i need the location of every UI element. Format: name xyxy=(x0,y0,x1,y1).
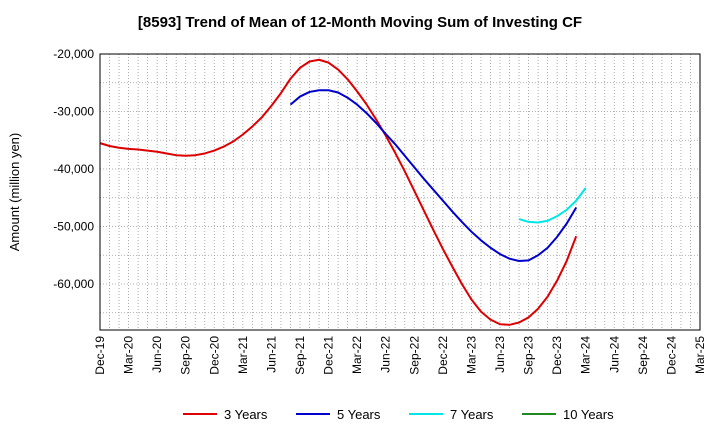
x-tick-label: Mar-23 xyxy=(464,336,478,374)
x-tick-label: Mar-24 xyxy=(579,336,593,374)
x-tick-label: Sep-20 xyxy=(179,336,193,375)
legend-label: 7 Years xyxy=(450,407,494,422)
x-tick-label: Jun-21 xyxy=(264,336,278,373)
x-tick-label: Dec-20 xyxy=(207,336,221,375)
series-line-7-years xyxy=(518,187,587,224)
y-tick-label: -60,000 xyxy=(53,277,94,291)
legend-label: 10 Years xyxy=(563,407,614,422)
x-tick-label: Mar-22 xyxy=(350,336,364,374)
chart-title: [8593] Trend of Mean of 12-Month Moving … xyxy=(138,14,582,31)
y-tick-label: -30,000 xyxy=(53,105,94,119)
grid-lines xyxy=(100,54,700,330)
y-tick-label: -50,000 xyxy=(53,220,94,234)
x-tick-label: Sep-23 xyxy=(522,336,536,375)
x-tick-label: Sep-24 xyxy=(636,336,650,375)
legend-label: 5 Years xyxy=(337,407,381,422)
x-tick-label: Dec-19 xyxy=(93,336,107,375)
series-lines xyxy=(99,58,587,326)
x-axis-ticks: Dec-19 Mar-20 Jun-20 Sep-20 Dec-20 Mar-21 Jun-… xyxy=(93,336,707,375)
x-tick-label: Sep-21 xyxy=(293,336,307,375)
plot-area xyxy=(100,54,700,330)
x-tick-label: Dec-23 xyxy=(550,336,564,375)
x-tick-label: Dec-24 xyxy=(664,336,678,375)
x-tick-label: Dec-22 xyxy=(436,336,450,375)
series-line-3-years xyxy=(99,58,578,326)
y-tick-label: -20,000 xyxy=(53,47,94,61)
x-tick-label: Mar-21 xyxy=(236,336,250,374)
x-tick-label: Mar-25 xyxy=(693,336,707,374)
legend-label: 3 Years xyxy=(224,407,268,422)
x-tick-label: Dec-21 xyxy=(322,336,336,375)
series-line-5-years xyxy=(289,89,578,262)
x-tick-label: Jun-22 xyxy=(379,336,393,373)
x-tick-label: Jun-23 xyxy=(493,336,507,373)
x-tick-label: Sep-22 xyxy=(407,336,421,375)
x-tick-label: Jun-24 xyxy=(607,336,621,373)
plot-frame xyxy=(99,53,701,331)
y-axis-label: Amount (million yen) xyxy=(7,133,22,252)
y-tick-label: -40,000 xyxy=(53,162,94,176)
x-tick-label: Jun-20 xyxy=(150,336,164,373)
x-tick-label: Mar-20 xyxy=(122,336,136,374)
y-axis-ticks: -20,000 -30,000 -40,000 -50,000 -60,000 xyxy=(53,47,94,291)
legend: 3 Years 5 Years 7 Years 10 Years xyxy=(183,407,614,422)
